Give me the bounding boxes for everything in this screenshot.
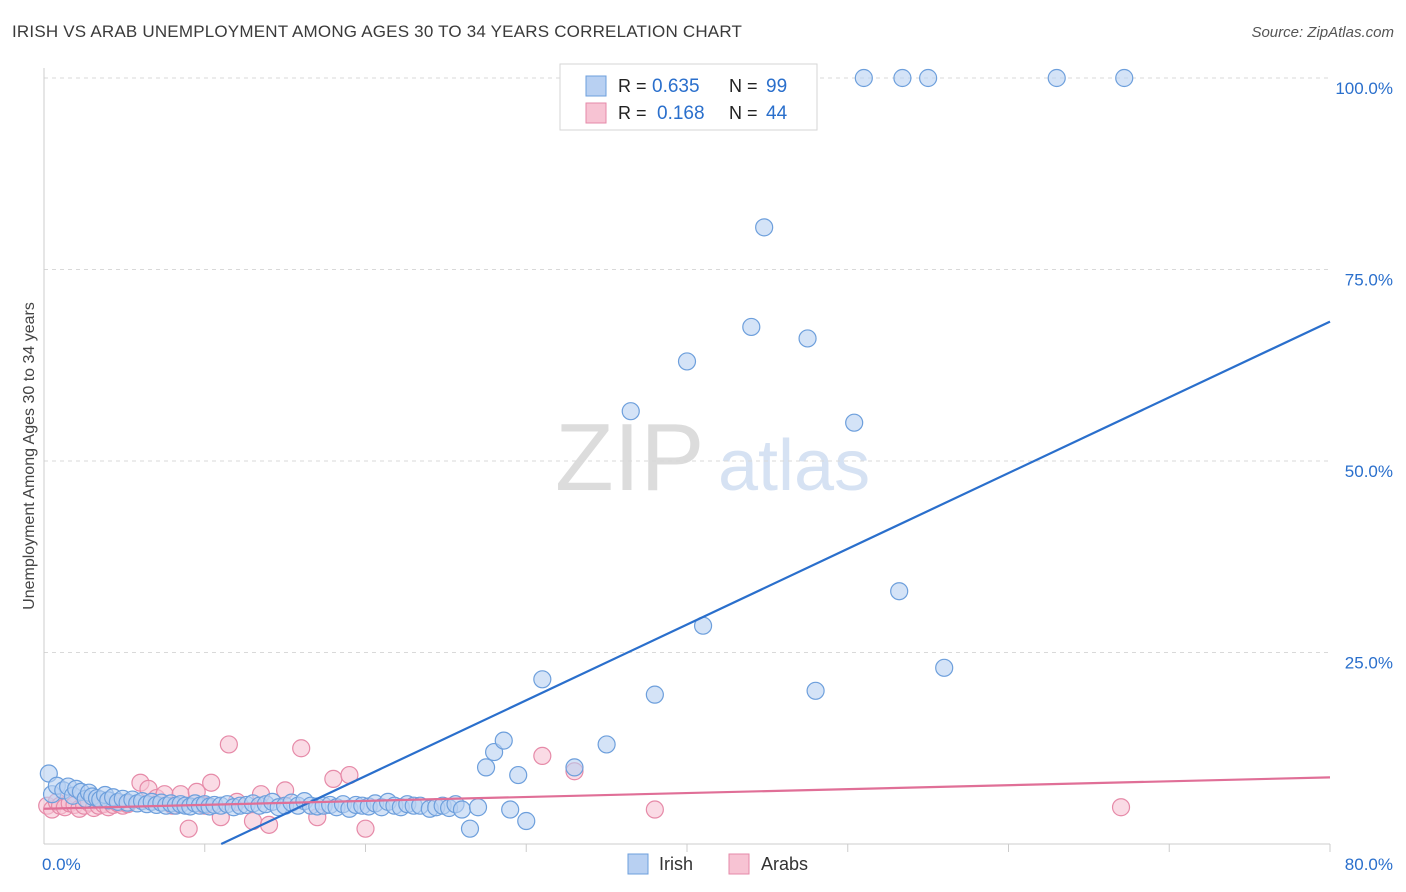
arab-point-42 <box>645 800 664 819</box>
legend-r-value-arabs: 0.168 <box>657 103 705 124</box>
irish-trendline <box>220 320 1331 845</box>
x-tick-label-max: 80.0% <box>1345 855 1393 874</box>
irish-point-80 <box>501 800 520 819</box>
trendlines <box>43 320 1331 845</box>
irish-point-75 <box>460 819 480 838</box>
irish-point-90 <box>677 352 697 371</box>
legend-n-value-arabs: 44 <box>766 103 788 124</box>
irish-point-76 <box>468 798 488 817</box>
irish-point-100 <box>845 413 864 432</box>
arab-point-37 <box>324 769 343 788</box>
irish-point-98 <box>1047 68 1066 88</box>
series-legend-swatch-arabs <box>728 853 750 875</box>
arab-point-29 <box>219 735 238 754</box>
y-tick-label-1: 50.0% <box>1345 462 1393 481</box>
arab-point-40 <box>533 746 552 766</box>
arab-point-39 <box>356 819 375 838</box>
legend-swatch-irish <box>585 75 607 97</box>
irish-point-84 <box>565 758 584 777</box>
y-tick-labels: 25.0% 50.0% 75.0% 100.0% <box>1335 79 1393 673</box>
irish-point-101 <box>890 582 909 601</box>
y-tick-label-0: 25.0% <box>1345 654 1393 673</box>
arab-point-35 <box>292 739 311 758</box>
irish-point-74 <box>452 800 472 819</box>
irish-point-85 <box>597 735 616 754</box>
arab-point-24 <box>179 819 198 838</box>
irish-point-77 <box>476 758 496 777</box>
legend-n-value-irish: 99 <box>766 76 787 97</box>
irish-series <box>39 68 1134 838</box>
chart-source: Source: ZipAtlas.com <box>1251 24 1394 41</box>
series-legend: Irish Arabs <box>627 853 808 875</box>
arab-trendline <box>43 776 1331 810</box>
irish-point-95 <box>854 68 873 88</box>
legend-r-label-irish: R = <box>618 76 647 96</box>
irish-point-86 <box>645 685 664 704</box>
irish-point-88 <box>806 681 825 700</box>
series-legend-label-arabs: Arabs <box>761 854 808 874</box>
y-tick-label-2: 75.0% <box>1345 271 1393 290</box>
x-ticks <box>204 844 1331 852</box>
arab-point-27 <box>202 773 221 792</box>
irish-point-79 <box>494 731 513 750</box>
irish-point-81 <box>509 765 528 785</box>
irish-point-96 <box>893 68 912 88</box>
legend-n-label-arabs: N = <box>729 103 758 123</box>
series-legend-label-irish: Irish <box>659 854 693 874</box>
series-legend-swatch-irish <box>627 853 649 875</box>
arab-point-43 <box>1111 798 1131 817</box>
irish-point-83 <box>533 670 552 689</box>
irish-point-97 <box>919 68 938 88</box>
chart-title: IRISH VS ARAB UNEMPLOYMENT AMONG AGES 30… <box>12 22 743 41</box>
watermark-atlas: atlas <box>718 426 870 506</box>
irish-point-82 <box>517 811 536 831</box>
legend-swatch-arabs <box>585 102 607 124</box>
legend: R = 0.635 N = 99 R = 0.168 N = 44 <box>559 63 818 131</box>
irish-point-102 <box>935 658 954 677</box>
irish-point-92 <box>755 218 774 237</box>
irish-point-99 <box>1115 68 1134 88</box>
legend-r-value-irish: 0.635 <box>652 76 700 97</box>
y-axis-title: Unemployment Among Ages 30 to 34 years <box>21 302 38 610</box>
irish-point-93 <box>798 329 817 348</box>
watermark-zip: ZIP <box>555 404 704 511</box>
legend-r-label-arabs: R = <box>618 103 647 123</box>
irish-point-91 <box>742 317 761 337</box>
x-tick-label-min: 0.0% <box>42 855 81 874</box>
irish-point-89 <box>621 402 640 421</box>
y-tick-label-3: 100.0% <box>1335 79 1393 98</box>
watermark: ZIP atlas <box>555 404 870 511</box>
legend-n-label-irish: N = <box>729 76 758 96</box>
